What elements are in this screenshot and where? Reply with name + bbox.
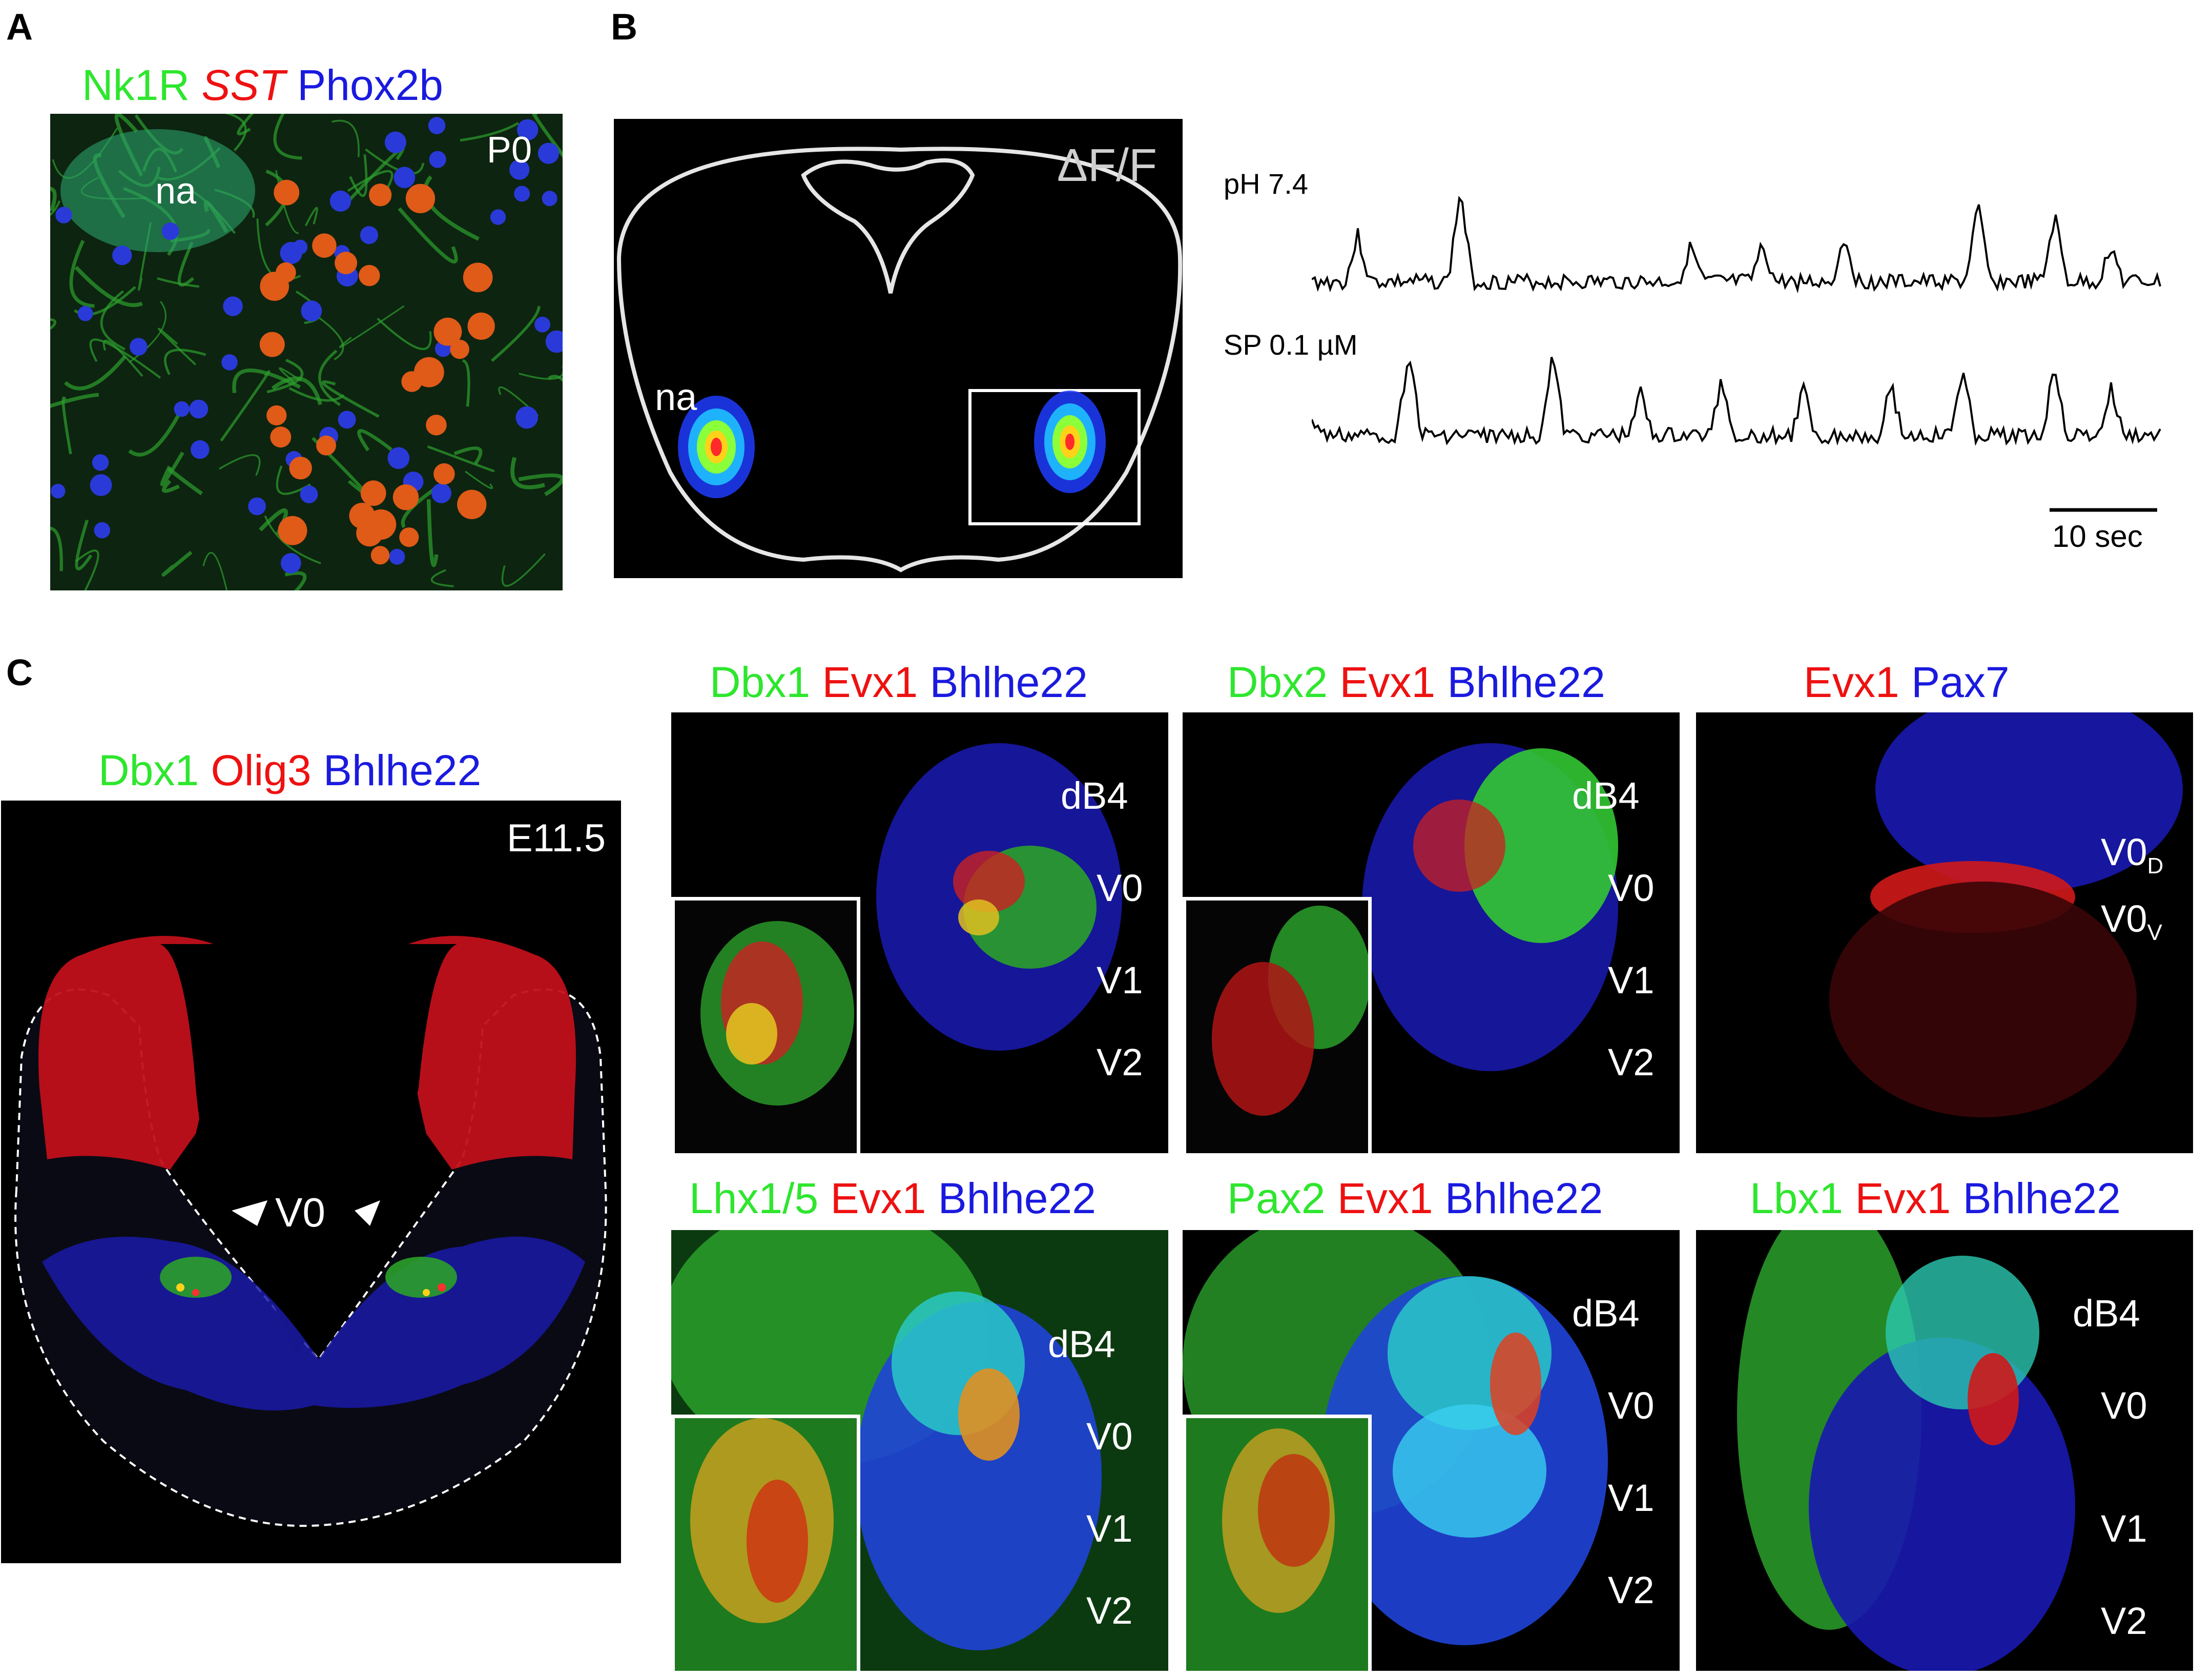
sub6-micrograph: dB4 V0 V1 V2 (1696, 1230, 2193, 1671)
panel-letter-c: C (6, 652, 33, 693)
stain-dbx2: Dbx2 (1227, 658, 1328, 706)
stain-dbx1: Dbx1 (98, 746, 199, 794)
label-v0: V0 (1608, 1384, 1655, 1427)
age-label: P0 (486, 130, 532, 171)
label-v1: V1 (1086, 1507, 1133, 1550)
stain-evx1: Evx1 (1804, 658, 1899, 706)
stain-bhlhe22: Bhlhe22 (323, 746, 482, 794)
sub4-micrograph: dB4 V0 V1 V2 (671, 1230, 1168, 1671)
label-db4: dB4 (1572, 774, 1640, 817)
sub1-micrograph: dB4 V0 V1 V2 (671, 712, 1168, 1153)
sub3-micrograph: V0D V0V (1696, 712, 2193, 1153)
label-v0d: V0D (2101, 831, 2164, 878)
sub1-inset (671, 897, 860, 1153)
stain-bhlhe22: Bhlhe22 (929, 658, 1088, 706)
sub5-stain-title: Pax2 Evx1 Bhlhe22 (1227, 1174, 1603, 1223)
label-v0: V0 (1097, 867, 1143, 909)
label-v1: V1 (1608, 1477, 1655, 1519)
panel-letter-a: A (6, 7, 33, 48)
sub2-micrograph: dB4 V0 V1 V2 (1183, 712, 1680, 1153)
stain-sst: SST (201, 61, 285, 109)
stain-bhlhe22: Bhlhe22 (1447, 658, 1605, 706)
sub3-stain-title: Evx1 Pax7 (1804, 658, 2010, 707)
panel-c-main-stain-title: Dbx1 Olig3 Bhlhe22 (98, 746, 481, 795)
stain-phox2b: Phox2b (297, 61, 444, 109)
stain-evx1: Evx1 (1855, 1174, 1951, 1222)
age-label-c: E11.5 (507, 816, 606, 860)
stain-evx1: Evx1 (1339, 658, 1436, 706)
na-label-b: na (655, 376, 697, 418)
label-v2: V2 (1608, 1041, 1655, 1083)
label-v2: V2 (1086, 1589, 1133, 1632)
panel-a-stain-title: Nk1R SST Phox2b (82, 60, 443, 110)
stain-bhlhe22: Bhlhe22 (1962, 1174, 2121, 1222)
label-db4: dB4 (1061, 774, 1128, 817)
label-v1: V1 (2101, 1507, 2147, 1550)
stain-evx1: Evx1 (830, 1174, 926, 1222)
sub1-stain-title: Dbx1 Evx1 Bhlhe22 (710, 658, 1088, 707)
label-v0: V0 (2101, 1384, 2147, 1427)
trace-label-ph: pH 7.4 (1224, 168, 1308, 200)
label-v1: V1 (1608, 959, 1655, 1001)
label-v0: V0 (1608, 867, 1655, 909)
stain-pax7: Pax7 (1911, 658, 2010, 706)
stain-lbx1: Lbx1 (1750, 1174, 1844, 1222)
sub2-stain-title: Dbx2 Evx1 Bhlhe22 (1227, 658, 1605, 707)
stain-pax2: Pax2 (1227, 1174, 1326, 1222)
na-label: na (155, 171, 197, 212)
panel-letter-b: B (611, 7, 637, 48)
stain-evx1: Evx1 (822, 658, 918, 706)
stain-olig3: Olig3 (211, 746, 312, 794)
label-db4: dB4 (2073, 1292, 2140, 1335)
stain-bhlhe22: Bhlhe22 (1444, 1174, 1603, 1222)
stain-dbx1: Dbx1 (710, 658, 811, 706)
sub5-micrograph: dB4 V0 V1 V2 (1183, 1230, 1680, 1671)
sub4-stain-title: Lhx1/5 Evx1 Bhlhe22 (689, 1174, 1096, 1223)
label-db4: dB4 (1048, 1323, 1115, 1365)
v0-label: V0 (275, 1190, 325, 1235)
panel-c-neural-tube: E11.5 V0 (1, 801, 621, 1563)
scalebar-label: 10 sec (2052, 519, 2143, 554)
panel-a-micrograph: P0 na (50, 114, 563, 590)
label-v0: V0 (1086, 1415, 1133, 1458)
label-db4: dB4 (1572, 1292, 1640, 1335)
calcium-traces (1312, 195, 2161, 512)
sub6-stain-title: Lbx1 Evx1 Bhlhe22 (1750, 1174, 2121, 1223)
sub5-inset (1183, 1415, 1372, 1671)
label-v2: V2 (2101, 1600, 2147, 1642)
label-v2: V2 (1097, 1041, 1143, 1083)
trace-label-sp: SP 0.1 µM (1224, 329, 1358, 361)
stain-nk1r: Nk1R (82, 61, 190, 109)
sub2-inset (1183, 897, 1372, 1153)
stain-bhlhe22: Bhlhe22 (938, 1174, 1096, 1222)
delta-f-label: ΔF/F (1057, 140, 1157, 191)
label-v2: V2 (1608, 1569, 1655, 1611)
sub4-inset (671, 1415, 860, 1671)
label-v1: V1 (1097, 959, 1143, 1001)
label-v0v: V0V (2101, 897, 2162, 945)
stain-lhx15: Lhx1/5 (689, 1174, 819, 1222)
panel-b-calcium-image: ΔF/F na (614, 119, 1183, 578)
stain-evx1: Evx1 (1337, 1174, 1433, 1222)
